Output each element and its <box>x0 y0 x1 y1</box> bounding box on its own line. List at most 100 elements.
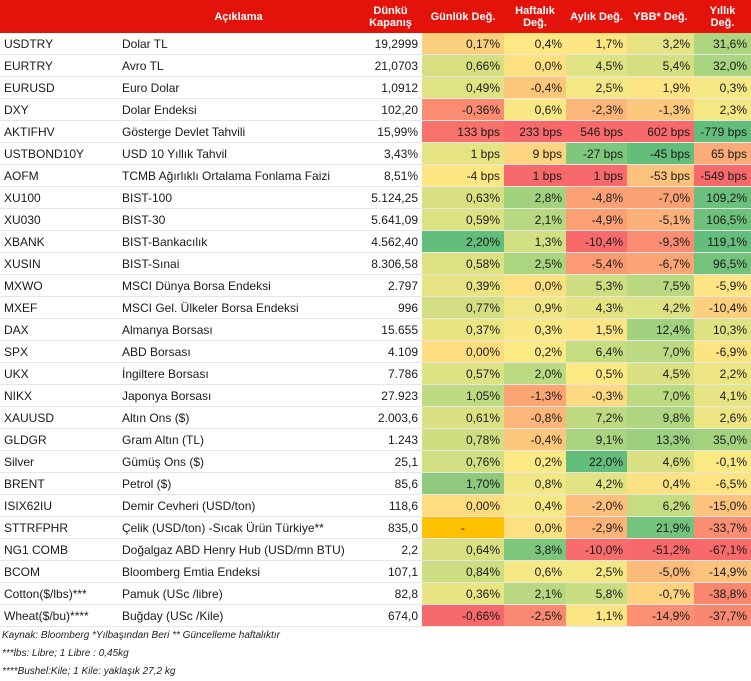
cell-description: USD 10 Yıllık Tahvil <box>118 142 359 165</box>
cell-daily-change: 0,84% <box>422 560 504 583</box>
header-ytd: YBB* Değ. <box>627 0 694 33</box>
cell-daily-change: 0,57% <box>422 362 504 385</box>
cell-code: XU100 <box>0 186 118 209</box>
cell-yearly-change: -67,1% <box>694 538 751 561</box>
cell-yearly-change: 2,2% <box>694 362 751 385</box>
cell-monthly-change: -0,3% <box>566 384 627 407</box>
cell-daily-change: -0,36% <box>422 98 504 121</box>
cell-code: XUSIN <box>0 252 118 275</box>
cell-weekly-change: 0,4% <box>504 33 566 55</box>
cell-daily-change: 133 bps <box>422 120 504 143</box>
cell-monthly-change: -2,9% <box>566 516 627 539</box>
cell-daily-change: -4 bps <box>422 164 504 187</box>
cell-monthly-change: 4,5% <box>566 54 627 77</box>
cell-monthly-change: -10,4% <box>566 230 627 253</box>
header-description: Açıklama <box>118 0 359 33</box>
cell-close: 82,8 <box>359 582 422 605</box>
cell-description: MSCI Dünya Borsa Endeksi <box>118 274 359 297</box>
cell-ytd-change: 602 bps <box>627 120 694 143</box>
table-row: DXY Dolar Endeksi 102,20 -0,36% 0,6% -2,3% -1,… <box>0 98 751 121</box>
cell-weekly-change: 2,8% <box>504 186 566 209</box>
cell-close: 5.641,09 <box>359 208 422 231</box>
cell-ytd-change: -9,3% <box>627 230 694 253</box>
cell-yearly-change: -15,0% <box>694 494 751 517</box>
cell-ytd-change: 7,0% <box>627 340 694 363</box>
cell-ytd-change: 0,4% <box>627 472 694 495</box>
cell-code: NIKX <box>0 384 118 407</box>
header-code <box>0 0 118 33</box>
cell-description: Altın Ons ($) <box>118 406 359 429</box>
cell-yearly-change: 106,5% <box>694 208 751 231</box>
cell-code: DAX <box>0 318 118 341</box>
cell-daily-change: 0,66% <box>422 54 504 77</box>
cell-monthly-change: 2,5% <box>566 76 627 99</box>
cell-description: TCMB Ağırlıklı Ortalama Fonlama Faizi <box>118 164 359 187</box>
cell-description: BIST-Bankacılık <box>118 230 359 253</box>
cell-code: NG1 COMB <box>0 538 118 561</box>
cell-yearly-change: 10,3% <box>694 318 751 341</box>
cell-close: 85,6 <box>359 472 422 495</box>
cell-description: Dolar TL <box>118 33 359 55</box>
table-row: XAUUSD Altın Ons ($) 2.003,6 0,61% -0,8% 7,2%… <box>0 406 751 429</box>
cell-close: 25,1 <box>359 450 422 473</box>
cell-monthly-change: -5,4% <box>566 252 627 275</box>
cell-code: STTRFPHR <box>0 516 118 539</box>
cell-code: AKTIFHV <box>0 120 118 143</box>
cell-daily-change: 0,49% <box>422 76 504 99</box>
table-row: EURUSD Euro Dolar 1,0912 0,49% -0,4% 2,5% 1,9%… <box>0 76 751 99</box>
table-row: NG1 COMB Doğalgaz ABD Henry Hub (USD/mn B… <box>0 538 751 561</box>
table-row: XU100 BIST-100 5.124,25 0,63% 2,8% -4,8% -7,0%… <box>0 186 751 209</box>
cell-weekly-change: 2,1% <box>504 582 566 605</box>
cell-code: Wheat($/bu)**** <box>0 604 118 627</box>
cell-yearly-change: -38,8% <box>694 582 751 605</box>
cell-close: 27.923 <box>359 384 422 407</box>
cell-monthly-change: 22,0% <box>566 450 627 473</box>
cell-code: EURTRY <box>0 54 118 77</box>
cell-ytd-change: -45 bps <box>627 142 694 165</box>
cell-code: Silver <box>0 450 118 473</box>
cell-daily-change: 1 bps <box>422 142 504 165</box>
cell-weekly-change: 0,0% <box>504 274 566 297</box>
cell-daily-change: 0,64% <box>422 538 504 561</box>
cell-code: BCOM <box>0 560 118 583</box>
cell-ytd-change: 6,2% <box>627 494 694 517</box>
cell-code: BRENT <box>0 472 118 495</box>
cell-monthly-change: 1,1% <box>566 604 627 627</box>
cell-ytd-change: 4,6% <box>627 450 694 473</box>
cell-weekly-change: -2,5% <box>504 604 566 627</box>
table-row: BRENT Petrol ($) 85,6 1,70% 0,8% 4,2% 0,4% -6,5… <box>0 472 751 495</box>
cell-daily-change: 2,20% <box>422 230 504 253</box>
table-row: USTBOND10Y USD 10 Yıllık Tahvil 3,43% 1 bps… <box>0 142 751 165</box>
cell-close: 2,2 <box>359 538 422 561</box>
footnote-source: Kaynak: Bloomberg *Yılbaşından Beri ** G… <box>2 630 280 641</box>
cell-close: 4.109 <box>359 340 422 363</box>
cell-ytd-change: -14,9% <box>627 604 694 627</box>
table-row: EURTRY Avro TL 21,0703 0,66% 0,0% 4,5% 5,4% 32,… <box>0 54 751 77</box>
cell-code: USDTRY <box>0 33 118 55</box>
table-row: MXWO MSCI Dünya Borsa Endeksi 2.797 0,39% 0,… <box>0 274 751 297</box>
table-row: AKTIFHV Gösterge Devlet Tahvili 15,99% 133 … <box>0 120 751 143</box>
cell-yearly-change: 31,6% <box>694 33 751 55</box>
cell-close: 674,0 <box>359 604 422 627</box>
cell-daily-change: 0,59% <box>422 208 504 231</box>
cell-weekly-change: 0,6% <box>504 98 566 121</box>
table-row: GLDGR Gram Altın (TL) 1.243 0,78% -0,4% 9,1% 1… <box>0 428 751 451</box>
cell-daily-change: 0,76% <box>422 450 504 473</box>
table-row: XUSIN BIST-Sınai 8.306,58 0,58% 2,5% -5,4% -6,… <box>0 252 751 275</box>
cell-ytd-change: -5,1% <box>627 208 694 231</box>
table-row: SPX ABD Borsası 4.109 0,00% 0,2% 6,4% 7,0% -6,9… <box>0 340 751 363</box>
cell-close: 8.306,58 <box>359 252 422 275</box>
cell-yearly-change: 2,6% <box>694 406 751 429</box>
cell-daily-change: 0,37% <box>422 318 504 341</box>
cell-description: Buğday (USc /Kile) <box>118 604 359 627</box>
cell-description: Doğalgaz ABD Henry Hub (USD/mn BTU) <box>118 538 359 561</box>
cell-weekly-change: 0,6% <box>504 560 566 583</box>
cell-close: 102,20 <box>359 98 422 121</box>
cell-weekly-change: 1 bps <box>504 164 566 187</box>
cell-code: SPX <box>0 340 118 363</box>
cell-weekly-change: -0,4% <box>504 76 566 99</box>
header-close: Dünkü Kapanış <box>359 0 422 33</box>
cell-yearly-change: -37,7% <box>694 604 751 627</box>
cell-code: GLDGR <box>0 428 118 451</box>
cell-code: MXEF <box>0 296 118 319</box>
